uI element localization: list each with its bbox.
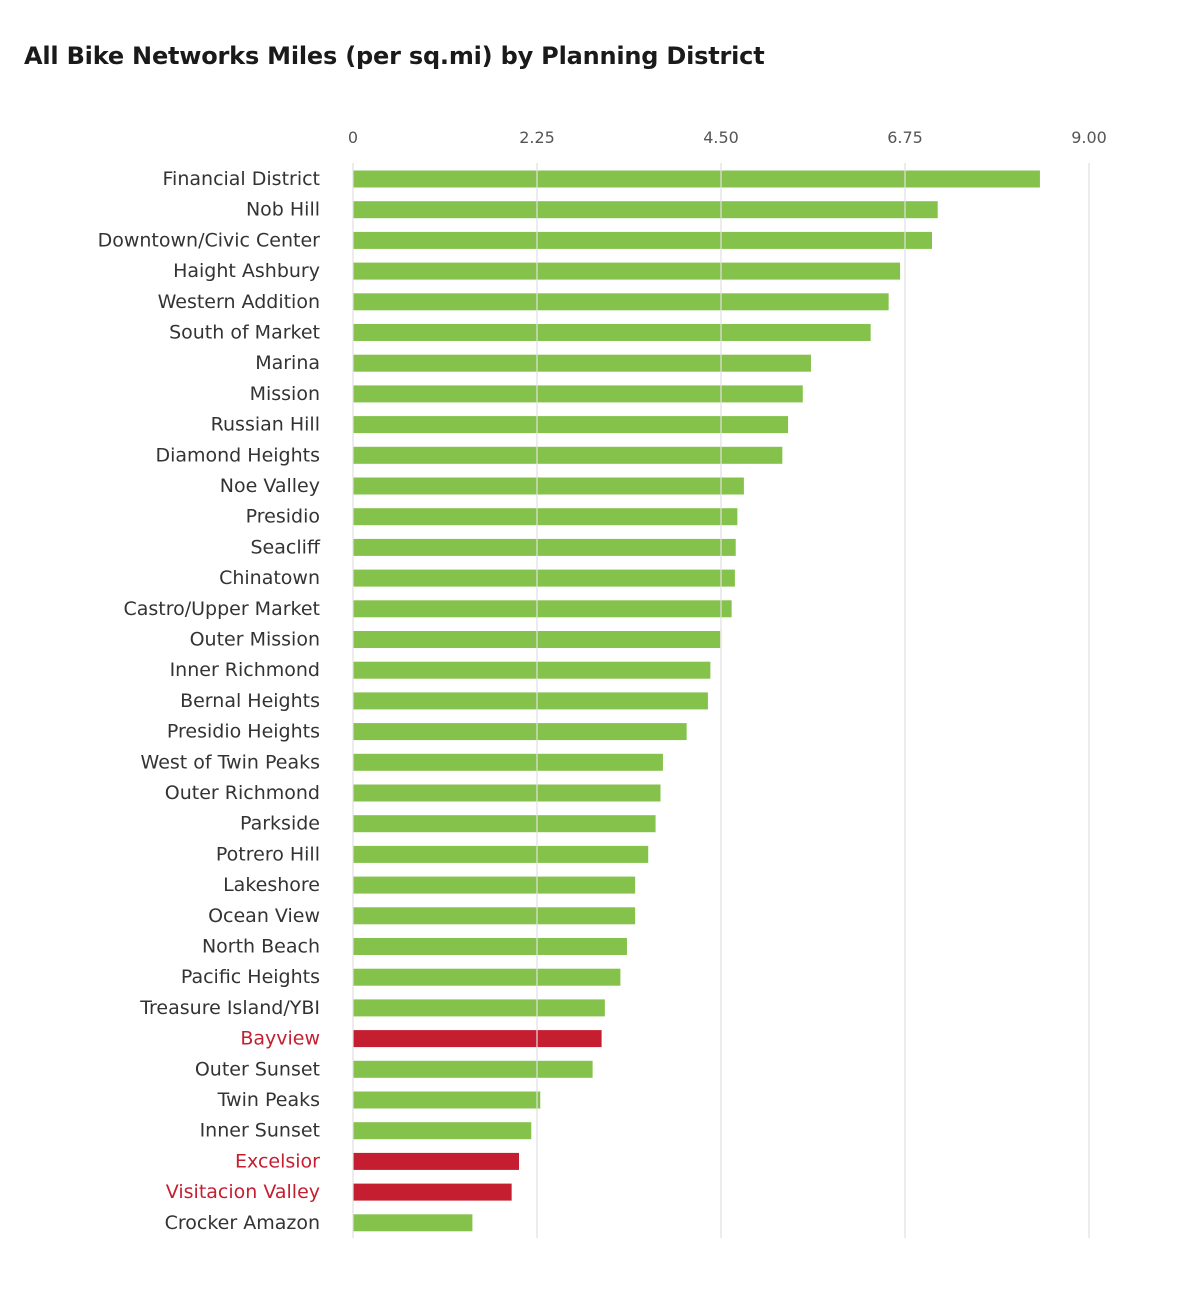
- bar: [353, 201, 938, 219]
- category-label: Financial District: [163, 168, 320, 190]
- category-label: Haight Ashbury: [173, 260, 320, 282]
- bar: [353, 845, 649, 863]
- x-tick-label: 9.00: [1071, 128, 1107, 147]
- category-label: Inner Richmond: [170, 659, 320, 681]
- bar: [353, 477, 744, 495]
- bar: [353, 938, 627, 955]
- bar: [353, 968, 621, 986]
- bar: [353, 385, 803, 403]
- bar: [353, 600, 732, 618]
- category-label: Twin Peaks: [217, 1089, 320, 1111]
- bar: [353, 170, 1040, 188]
- bar: [353, 753, 663, 771]
- category-label: Ocean View: [208, 905, 320, 927]
- bar: [353, 692, 708, 710]
- bar: [353, 324, 871, 341]
- category-label: Noe Valley: [220, 475, 320, 497]
- category-label: North Beach: [202, 936, 320, 958]
- bar: [353, 231, 932, 249]
- category-label: Outer Mission: [190, 629, 320, 651]
- bar: [353, 262, 901, 280]
- category-label: Western Addition: [158, 291, 320, 313]
- bar: [353, 416, 789, 434]
- category-label: South of Market: [169, 322, 320, 344]
- x-tick-label: 4.50: [703, 128, 739, 147]
- category-label: Nob Hill: [246, 199, 320, 221]
- bar: [353, 1152, 520, 1170]
- category-label: Outer Richmond: [165, 782, 320, 804]
- category-label: Potrero Hill: [216, 843, 320, 865]
- bar: [353, 354, 811, 372]
- bar: [353, 1091, 541, 1109]
- x-axis-ticks: 0 2.25 4.50 6.75 9.00: [348, 128, 1107, 147]
- bar: [353, 293, 889, 311]
- category-label: Inner Sunset: [200, 1120, 320, 1142]
- category-label: Chinatown: [219, 567, 320, 589]
- bar: [353, 999, 605, 1017]
- bars: [353, 170, 1040, 1232]
- category-label: Russian Hill: [211, 414, 320, 436]
- bar: [353, 1122, 532, 1140]
- category-label: Marina: [255, 352, 320, 374]
- category-label: West of Twin Peaks: [141, 751, 320, 773]
- bar: [353, 446, 783, 464]
- bar: [353, 508, 738, 526]
- category-label: Crocker Amazon: [165, 1212, 320, 1234]
- bar: [353, 907, 636, 925]
- category-label: Lakeshore: [223, 874, 320, 896]
- category-label: Mission: [250, 383, 320, 405]
- bar: [353, 569, 735, 587]
- bar: [353, 1030, 602, 1048]
- category-label: Presidio: [246, 506, 320, 528]
- x-tick-label: 0: [348, 128, 358, 147]
- category-label: Diamond Heights: [155, 444, 320, 466]
- category-label: Castro/Upper Market: [123, 598, 320, 620]
- bar: [353, 815, 656, 833]
- bar: [353, 1060, 593, 1078]
- category-label: Parkside: [240, 813, 320, 835]
- category-label: Bayview: [240, 1028, 320, 1050]
- category-label: Bernal Heights: [180, 690, 320, 712]
- category-labels: Financial District Nob Hill Downtown/Civic…: [98, 168, 321, 1234]
- bar: [353, 784, 661, 802]
- bar: [353, 876, 636, 894]
- gridlines: [352, 163, 1090, 1238]
- category-label: Excelsior: [235, 1150, 320, 1172]
- category-label: Visitacion Valley: [166, 1181, 320, 1203]
- x-tick-label: 6.75: [887, 128, 923, 147]
- category-label: Downtown/Civic Center: [98, 229, 321, 251]
- category-label: Presidio Heights: [167, 721, 320, 743]
- category-label: Pacific Heights: [181, 966, 320, 988]
- bar: [353, 538, 736, 556]
- bar: [353, 1183, 512, 1201]
- bar: [353, 723, 687, 741]
- bar: [353, 661, 711, 679]
- bar: [353, 1214, 473, 1232]
- x-tick-label: 2.25: [519, 128, 555, 147]
- category-label: Outer Sunset: [195, 1058, 320, 1080]
- category-label: Seacliff: [251, 536, 321, 558]
- chart-title: All Bike Networks Miles (per sq.mi) by P…: [24, 42, 765, 70]
- category-label: Treasure Island/YBI: [139, 997, 320, 1019]
